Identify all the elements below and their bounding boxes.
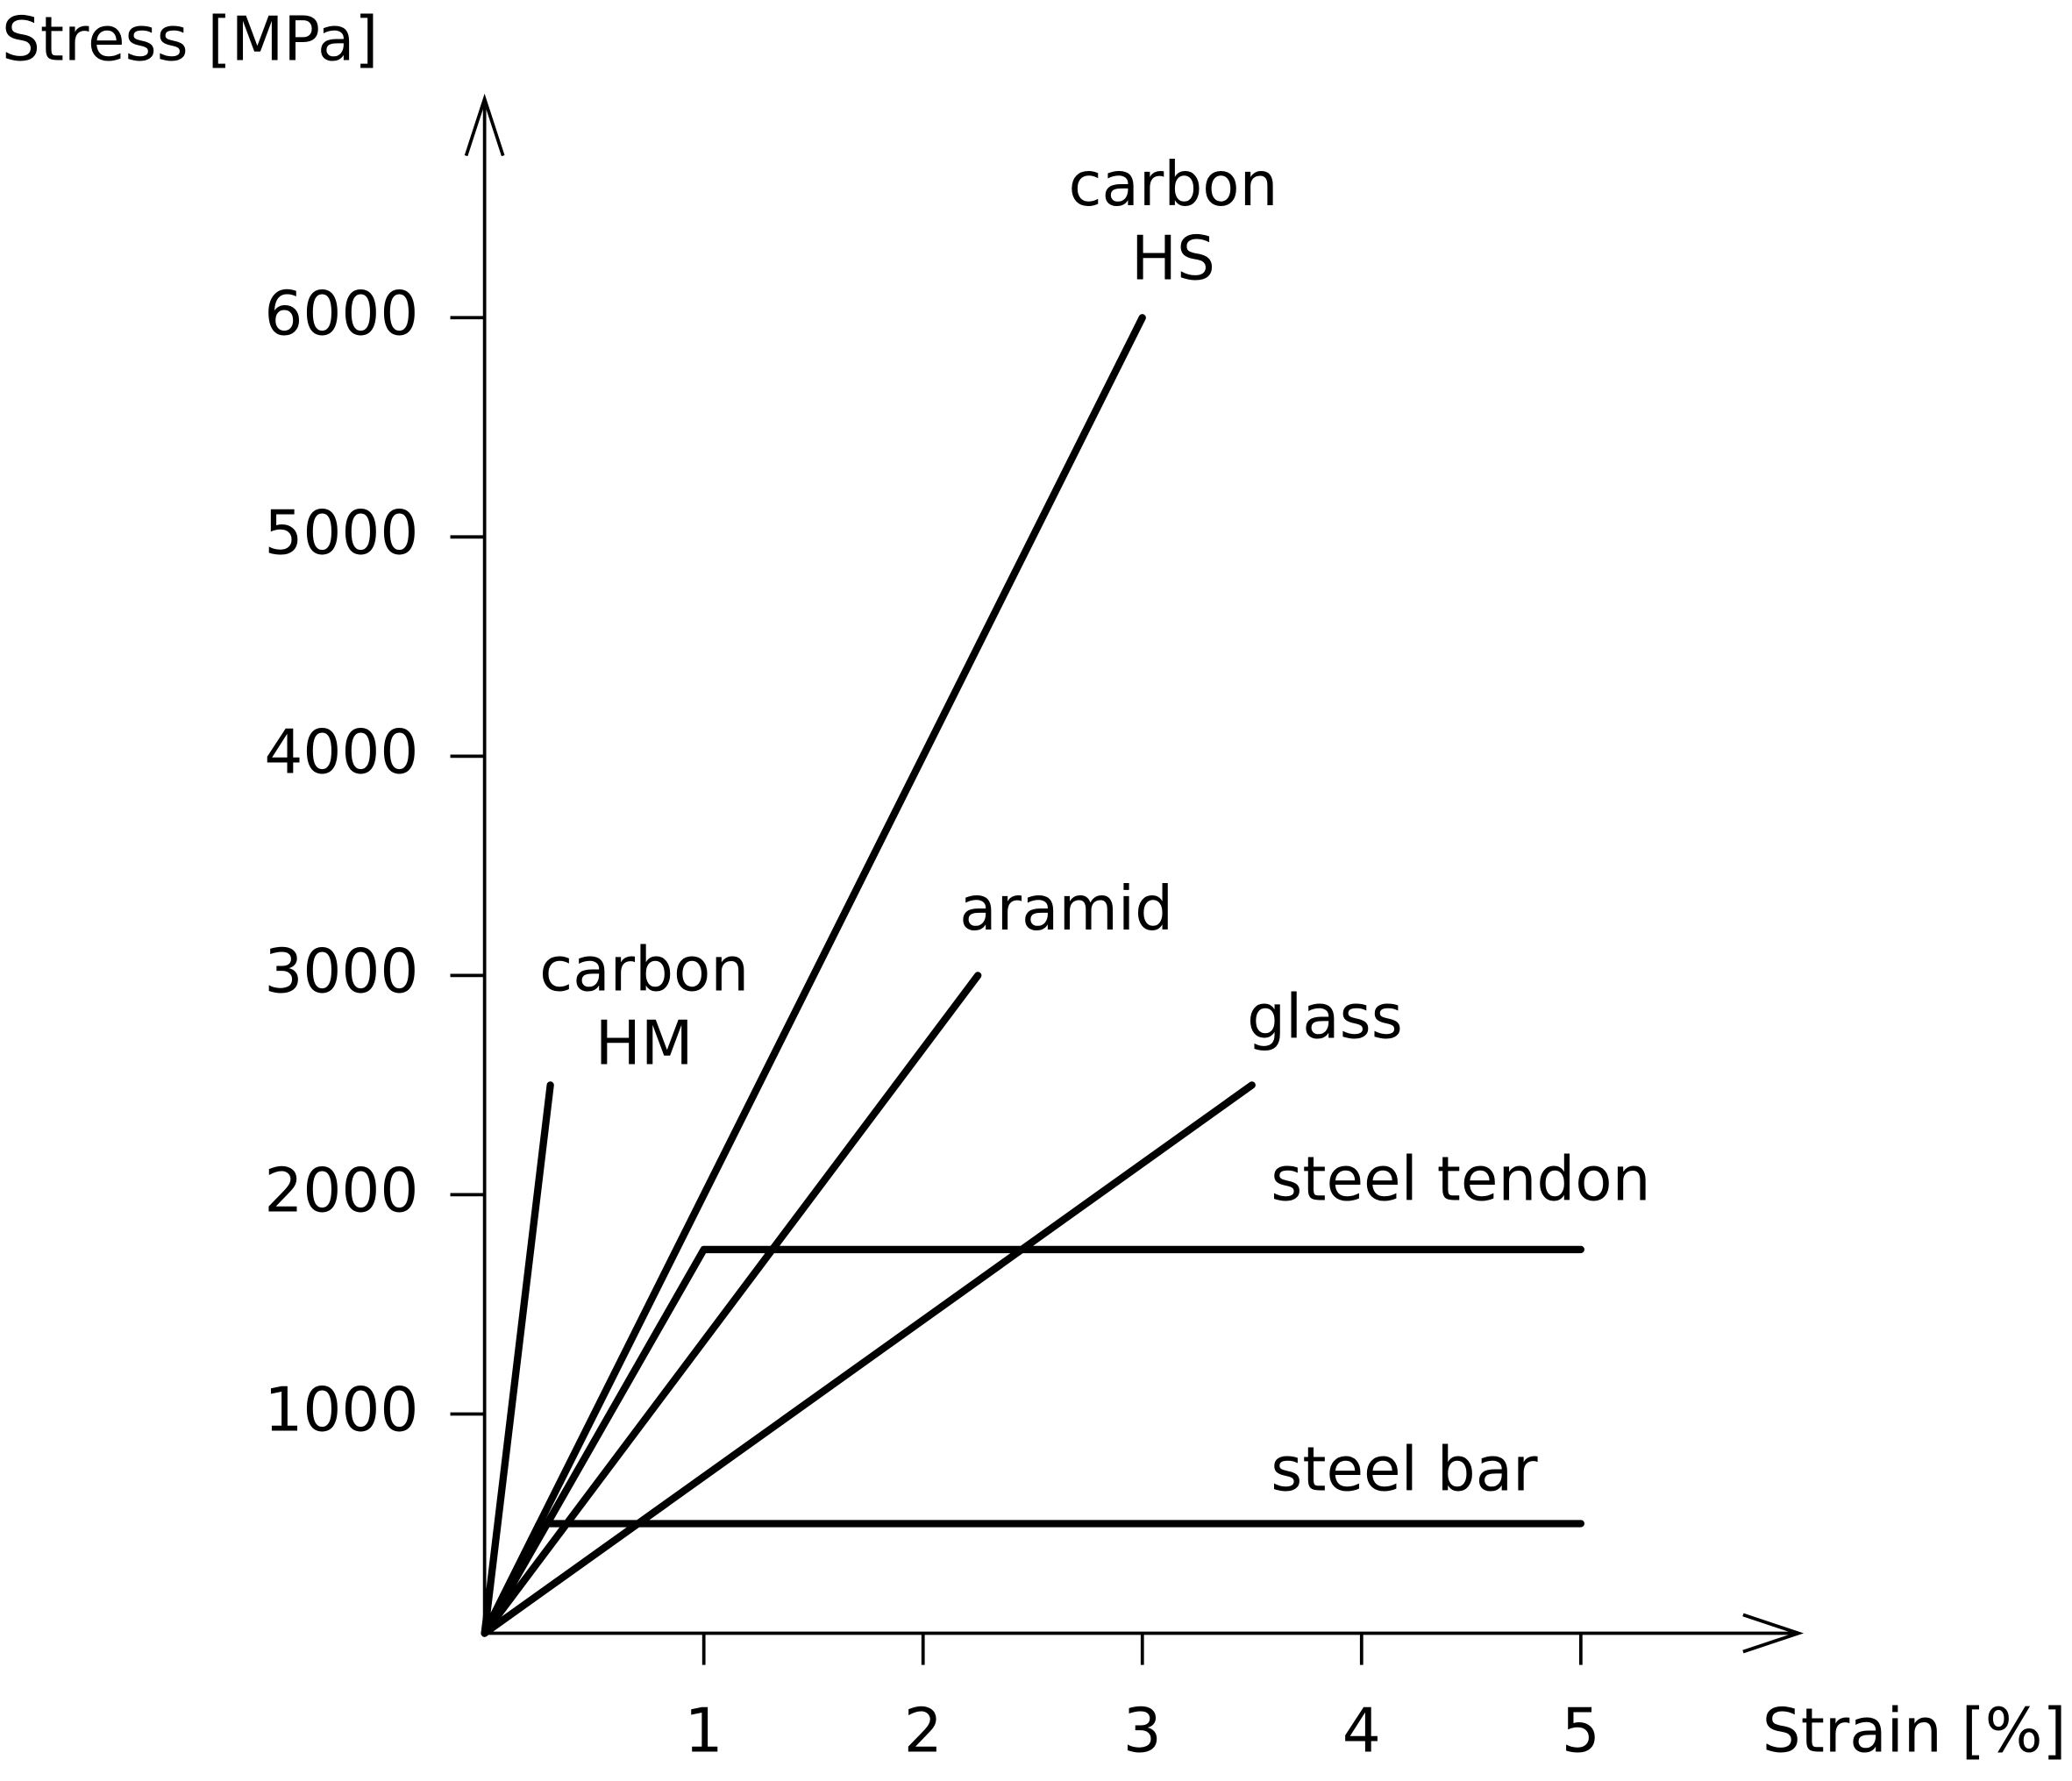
series-line — [481, 1245, 1584, 1637]
x-tick-label: 3 — [1123, 1696, 1162, 1766]
series-line — [481, 1081, 1256, 1637]
x-tick-label: 1 — [685, 1696, 723, 1766]
series-line — [481, 972, 982, 1637]
x-arrow — [1742, 1613, 1805, 1654]
y-tick-label: 4000 — [264, 717, 418, 787]
series-label: glass — [1247, 982, 1403, 1052]
series-line — [481, 1520, 1584, 1637]
x-tick-label: 4 — [1342, 1696, 1381, 1766]
series-label: steel bar — [1271, 1435, 1538, 1505]
series-label: HM — [595, 1009, 694, 1079]
series-label: aramid — [959, 874, 1173, 944]
y-tick-label: 2000 — [264, 1156, 418, 1226]
y-tick-label: 3000 — [264, 937, 418, 1007]
x-axis-label: Strain [%] — [1762, 1696, 2067, 1766]
y-tick-label: 1000 — [264, 1375, 418, 1445]
y-axis-label: Stress [MPa] — [2, 5, 378, 75]
x-tick-label: 2 — [904, 1696, 943, 1766]
series-label: HS — [1131, 224, 1215, 294]
series-line — [481, 1081, 554, 1637]
y-tick-label: 6000 — [264, 279, 418, 349]
x-tick-label: 5 — [1562, 1696, 1600, 1766]
series-label: carbon — [539, 935, 749, 1005]
series-label: carbon — [1068, 150, 1278, 220]
series-label: steel tendon — [1271, 1145, 1650, 1215]
series-line — [481, 314, 1146, 1637]
y-arrow — [464, 93, 505, 157]
y-tick-label: 5000 — [264, 498, 418, 568]
